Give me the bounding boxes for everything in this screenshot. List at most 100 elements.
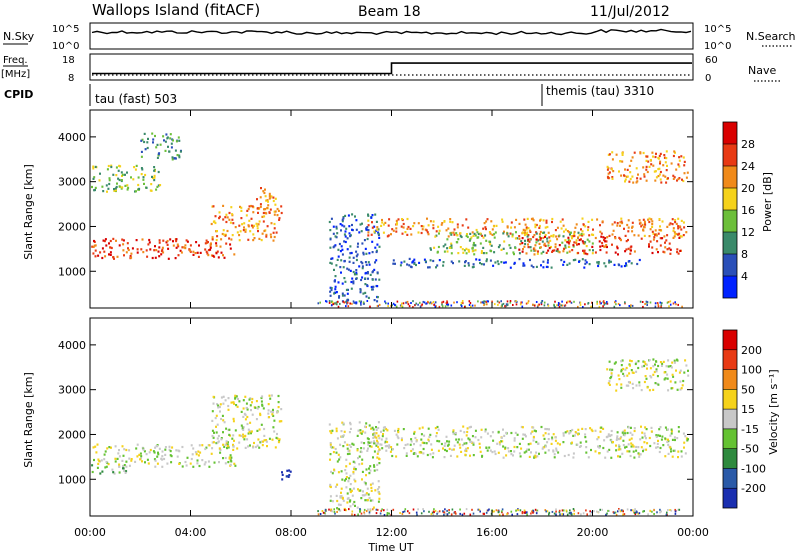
heatmap-cell <box>112 256 115 259</box>
heatmap-cell <box>555 249 558 252</box>
heatmap-cell <box>483 263 485 266</box>
heatmap-cell <box>104 238 107 241</box>
heatmap-cell <box>498 301 501 304</box>
heatmap-cell <box>265 212 268 215</box>
heatmap-cell <box>654 229 657 232</box>
heatmap-cell <box>143 182 145 185</box>
heatmap-cell <box>574 226 577 229</box>
heatmap-cell <box>154 134 156 138</box>
noise-panel-frame <box>89 22 694 50</box>
heatmap-cell <box>168 445 171 448</box>
heatmap-cell <box>663 154 666 157</box>
heatmap-cell <box>420 304 423 307</box>
heatmap-cell <box>367 229 370 232</box>
heatmap-cell <box>427 224 430 227</box>
heatmap-cell <box>93 239 95 243</box>
heatmap-cell <box>364 483 367 486</box>
heatmap-cell <box>610 439 613 442</box>
heatmap-cell <box>356 434 359 437</box>
heatmap-cell <box>612 441 614 444</box>
heatmap-cell <box>493 251 496 254</box>
heatmap-cell <box>378 458 381 461</box>
heatmap-cell <box>624 302 626 305</box>
heatmap-cell <box>447 227 450 230</box>
heatmap-cell <box>494 231 497 234</box>
heatmap-cell <box>99 172 101 175</box>
heatmap-cell <box>250 224 253 227</box>
heatmap-cell <box>234 226 237 229</box>
heatmap-cell <box>143 450 146 453</box>
heatmap-cell <box>224 462 227 465</box>
heatmap-cell <box>157 170 160 174</box>
heatmap-cell <box>677 225 680 228</box>
heatmap-cell <box>230 401 233 404</box>
heatmap-cell <box>573 234 576 238</box>
heatmap-cell <box>278 218 281 221</box>
heatmap-cell <box>377 426 380 430</box>
heatmap-cell <box>186 456 189 459</box>
heatmap-cell <box>608 261 611 264</box>
heatmap-cell <box>360 278 363 282</box>
heatmap-cell <box>356 253 359 256</box>
heatmap-cell <box>103 458 106 461</box>
heatmap-cell <box>207 249 210 252</box>
heatmap-cell <box>603 238 605 242</box>
heatmap-cell <box>469 232 472 235</box>
heatmap-cell <box>366 300 369 302</box>
heatmap-cell <box>378 486 380 489</box>
heatmap-cell <box>420 225 423 228</box>
heatmap-cell <box>206 252 209 255</box>
heatmap-cell <box>510 226 513 229</box>
heatmap-cell <box>371 482 374 485</box>
heatmap-cell <box>266 199 269 202</box>
heatmap-cell <box>366 271 369 274</box>
heatmap-cell <box>580 232 583 236</box>
heatmap-cell <box>579 301 582 304</box>
heatmap-cell <box>359 431 362 434</box>
heatmap-cell <box>229 221 232 224</box>
heatmap-cell <box>212 220 215 223</box>
heatmap-cell <box>650 426 653 429</box>
heatmap-cell <box>562 441 565 444</box>
heatmap-cell <box>554 243 557 246</box>
heatmap-cell <box>550 266 553 269</box>
heatmap-cell <box>437 245 440 249</box>
colorbar-swatch <box>723 468 737 489</box>
heatmap-cell <box>493 450 496 453</box>
heatmap-cell <box>375 436 378 439</box>
heatmap-cell <box>370 233 373 236</box>
heatmap-cell <box>415 302 417 305</box>
heatmap-cell <box>546 441 549 444</box>
heatmap-cell <box>372 506 375 509</box>
heatmap-cell <box>374 278 377 281</box>
heatmap-cell <box>328 423 331 426</box>
heatmap-cell <box>680 219 683 222</box>
heatmap-cell <box>600 232 603 235</box>
heatmap-cell <box>415 263 417 267</box>
heatmap-cell <box>527 234 530 237</box>
heatmap-cell <box>474 436 477 439</box>
heatmap-cell <box>544 445 547 448</box>
heatmap-cell <box>682 432 685 435</box>
heatmap-cell <box>660 510 662 513</box>
heatmap-cell <box>347 288 349 291</box>
heatmap-cell <box>392 259 395 262</box>
heatmap-cell <box>621 160 624 163</box>
heatmap-cell <box>640 389 643 392</box>
heatmap-cell <box>333 510 336 513</box>
heatmap-cell <box>408 305 411 308</box>
heatmap-cell <box>573 509 575 512</box>
heatmap-cell <box>513 226 516 229</box>
heatmap-cell <box>256 429 259 432</box>
heatmap-cell <box>364 261 367 264</box>
heatmap-cell <box>346 292 349 295</box>
heatmap-cell <box>627 443 630 446</box>
heatmap-cell <box>385 427 388 431</box>
heatmap-cell <box>622 444 625 447</box>
y-tick-label: 1000 <box>58 473 86 486</box>
heatmap-cell <box>648 245 650 248</box>
heatmap-cell <box>599 230 602 233</box>
heatmap-cell <box>218 405 221 409</box>
heatmap-cell <box>638 384 641 387</box>
heatmap-cell <box>352 460 355 463</box>
